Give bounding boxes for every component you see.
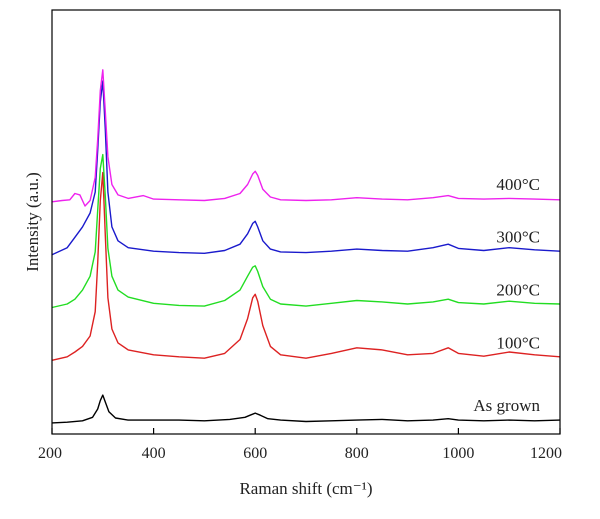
x-ticks: 200 400 600 800 1000 1200 — [38, 428, 562, 462]
series-layer — [51, 69, 561, 424]
series-line-1 — [51, 171, 561, 361]
x-tick-label-3: 800 — [345, 445, 369, 462]
series-label-2: 200°C — [496, 280, 540, 299]
x-tick-label-5: 1200 — [530, 445, 562, 462]
y-axis-label: Intensity (a.u.) — [23, 172, 42, 272]
series-label-0: As grown — [473, 396, 540, 415]
series-label-1: 100°C — [496, 333, 540, 352]
x-axis-label: Raman shift (cm⁻¹) — [239, 479, 372, 498]
series-line-3 — [51, 80, 561, 256]
series-line-2 — [51, 153, 561, 309]
series-label-3: 300°C — [496, 228, 540, 247]
x-tick-label-1: 400 — [142, 445, 166, 462]
series-labels: As grown 100°C 200°C 300°C 400°C — [473, 175, 540, 415]
x-tick-label-0: 200 — [38, 445, 62, 462]
series-line-0 — [51, 394, 561, 424]
x-tick-label-4: 1000 — [442, 445, 474, 462]
series-label-4: 400°C — [496, 175, 540, 194]
x-tick-label-2: 600 — [243, 445, 267, 462]
series-line-4 — [51, 69, 561, 207]
plot-frame — [51, 9, 561, 435]
